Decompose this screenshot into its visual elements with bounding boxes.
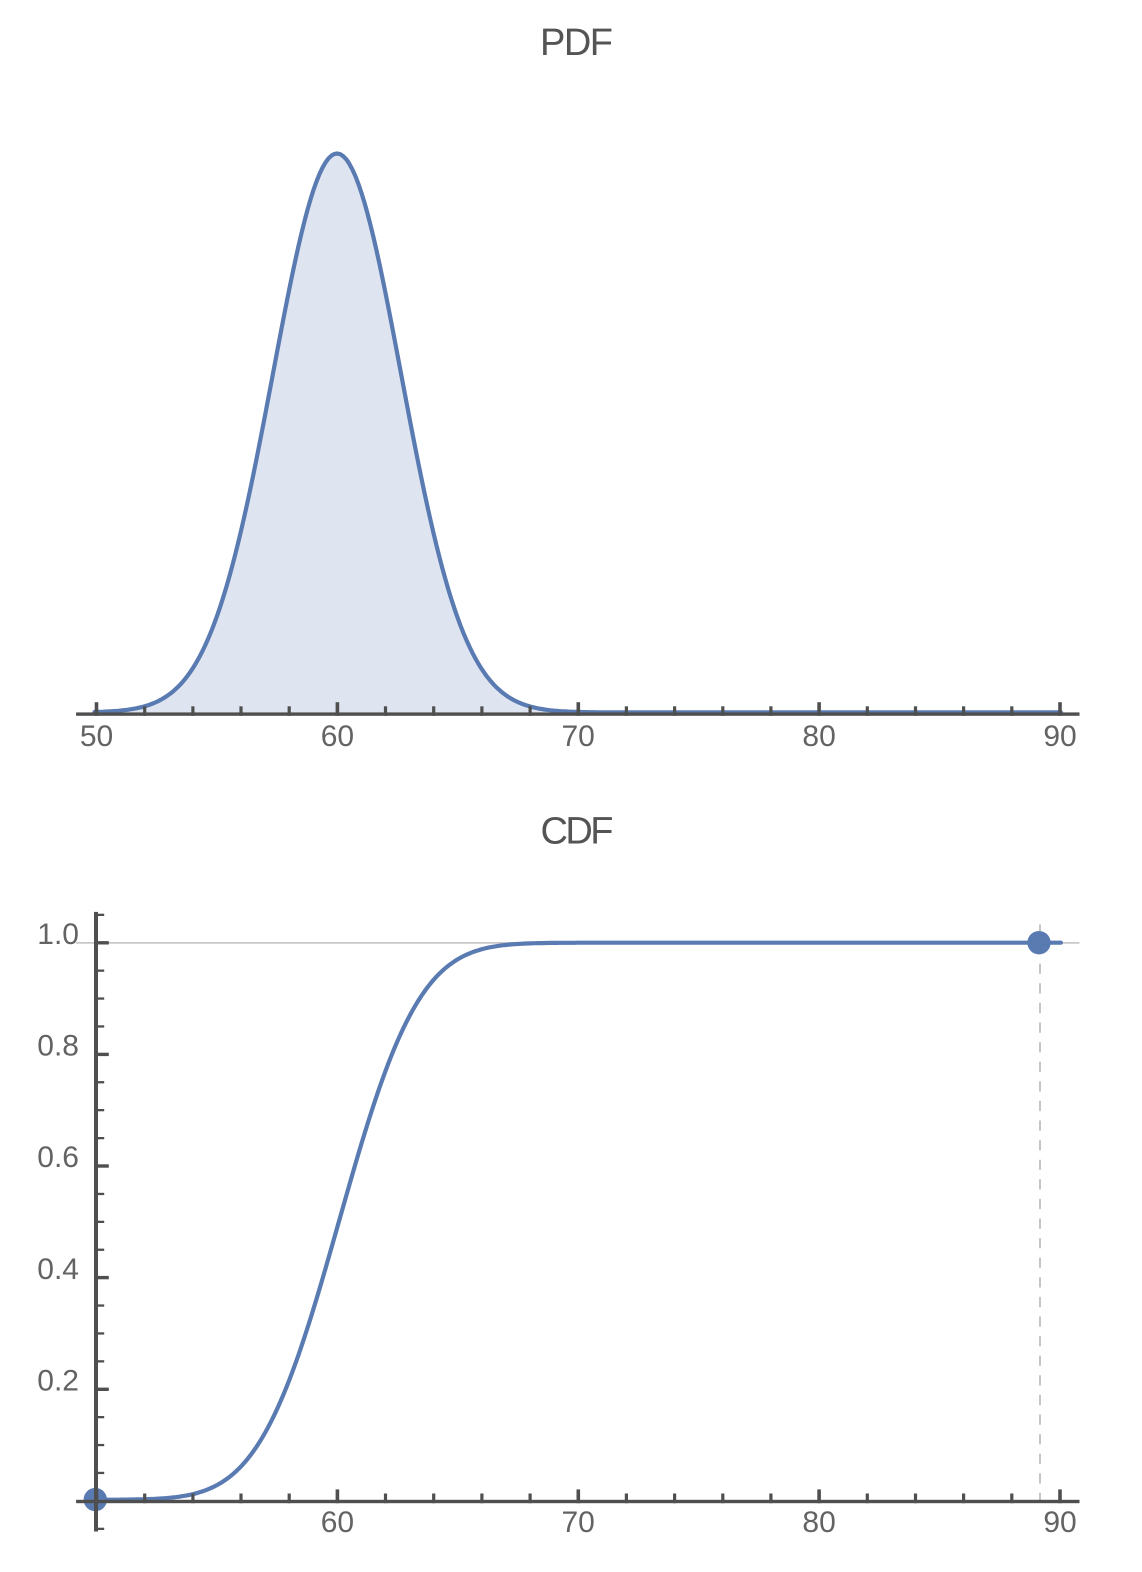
svg-text:60: 60 bbox=[321, 720, 354, 753]
svg-text:50: 50 bbox=[80, 720, 113, 753]
svg-text:90: 90 bbox=[1043, 720, 1076, 753]
svg-text:0.6: 0.6 bbox=[37, 1141, 79, 1174]
svg-text:70: 70 bbox=[562, 720, 595, 753]
svg-text:1.0: 1.0 bbox=[37, 918, 79, 951]
svg-text:70: 70 bbox=[562, 1506, 595, 1539]
svg-text:CDF: CDF bbox=[541, 810, 614, 852]
svg-text:80: 80 bbox=[802, 1506, 835, 1539]
svg-text:0.2: 0.2 bbox=[37, 1365, 79, 1398]
svg-text:90: 90 bbox=[1043, 1506, 1076, 1539]
svg-text:0.4: 0.4 bbox=[37, 1253, 79, 1286]
svg-text:60: 60 bbox=[321, 1506, 354, 1539]
svg-text:80: 80 bbox=[802, 720, 835, 753]
svg-text:0.8: 0.8 bbox=[37, 1030, 79, 1063]
svg-text:PDF: PDF bbox=[540, 22, 613, 64]
